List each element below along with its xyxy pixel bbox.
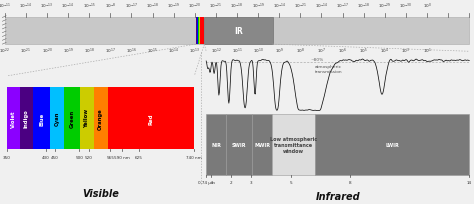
Text: $10^{-14}$: $10^{-14}$	[62, 2, 75, 11]
Text: Green: Green	[70, 109, 74, 127]
Text: atmospheric
transmission: atmospheric transmission	[315, 65, 343, 73]
Text: $10^{1}$: $10^{1}$	[423, 47, 431, 56]
Text: 1: 1	[210, 181, 213, 185]
Text: $10^{-21}$: $10^{-21}$	[294, 2, 307, 11]
Text: 430: 430	[42, 155, 49, 159]
Text: 520: 520	[85, 155, 92, 159]
Text: Violet: Violet	[11, 110, 16, 127]
Text: $10^{3}$: $10^{3}$	[401, 47, 410, 56]
Text: $10^{10}$: $10^{10}$	[253, 47, 264, 56]
Bar	[204, 18, 273, 45]
Text: $10^{-15}$: $10^{-15}$	[82, 2, 96, 11]
Text: $10^{20}$: $10^{20}$	[42, 47, 52, 56]
Bar	[7, 88, 20, 149]
Bar	[5, 18, 469, 45]
Text: Yellow: Yellow	[84, 109, 90, 128]
Text: 590 nm: 590 nm	[114, 155, 130, 159]
Text: $10^{-11}$: $10^{-11}$	[0, 2, 11, 11]
Bar	[20, 88, 33, 149]
Text: $10^{12}$: $10^{12}$	[210, 47, 221, 56]
Bar	[64, 88, 80, 149]
Text: 0.74 μm: 0.74 μm	[198, 181, 215, 185]
Text: 2: 2	[230, 181, 233, 185]
Text: $10^{17}$: $10^{17}$	[105, 47, 116, 56]
Bar	[252, 114, 273, 175]
Text: $10^{8}$: $10^{8}$	[296, 47, 305, 56]
Text: IR: IR	[234, 27, 243, 36]
Bar	[201, 18, 204, 45]
Bar	[197, 18, 198, 45]
Bar	[226, 114, 252, 175]
Text: $10^{-30}$: $10^{-30}$	[399, 2, 412, 11]
Bar	[199, 18, 200, 45]
Text: $10^{0}$: $10^{0}$	[422, 2, 431, 11]
Text: ~80%: ~80%	[310, 58, 324, 62]
Bar	[273, 114, 315, 175]
Text: $10^{4}$: $10^{4}$	[380, 47, 389, 56]
Text: 740 nm: 740 nm	[186, 155, 202, 159]
Text: $10^{-21}$: $10^{-21}$	[210, 2, 222, 11]
Text: $10^{18}$: $10^{18}$	[84, 47, 95, 56]
Text: $10^{-13}$: $10^{-13}$	[40, 2, 54, 11]
Text: $10^{22}$: $10^{22}$	[0, 47, 10, 56]
Bar	[206, 114, 226, 175]
Text: NIR: NIR	[211, 142, 221, 147]
Text: $10^{-14}$: $10^{-14}$	[19, 2, 33, 11]
Text: Red: Red	[148, 113, 154, 124]
Text: Cyan: Cyan	[55, 111, 60, 125]
Bar	[315, 114, 469, 175]
Text: MWIR: MWIR	[255, 142, 270, 147]
Text: $10^{14}$: $10^{14}$	[168, 47, 179, 56]
Text: Indigo: Indigo	[24, 109, 29, 128]
Text: 14: 14	[467, 181, 472, 185]
Text: 450: 450	[51, 155, 59, 159]
Text: $10^{-14}$: $10^{-14}$	[315, 2, 328, 11]
Text: $10^{-18}$: $10^{-18}$	[357, 2, 370, 11]
Text: 8: 8	[349, 181, 352, 185]
Text: $10^{-19}$: $10^{-19}$	[167, 2, 180, 11]
Text: $10^{-18}$: $10^{-18}$	[146, 2, 159, 11]
Text: $10^{-18}$: $10^{-18}$	[230, 2, 244, 11]
Bar	[94, 88, 108, 149]
Text: $10^{19}$: $10^{19}$	[63, 47, 73, 56]
Text: 500: 500	[75, 155, 83, 159]
Text: Low atmospheric
transmittance
window: Low atmospheric transmittance window	[270, 137, 317, 153]
Bar	[80, 88, 94, 149]
Text: $10^{7}$: $10^{7}$	[317, 47, 326, 56]
Text: $10^{21}$: $10^{21}$	[20, 47, 31, 56]
Text: $10^{9}$: $10^{9}$	[275, 47, 283, 56]
Text: 625: 625	[135, 155, 143, 159]
Text: $10^{-29}$: $10^{-29}$	[378, 2, 392, 11]
Text: SWIR: SWIR	[232, 142, 246, 147]
Text: $10^{15}$: $10^{15}$	[147, 47, 158, 56]
Text: Visible: Visible	[82, 188, 119, 198]
Text: Blue: Blue	[39, 112, 44, 125]
Text: $10^{-14}$: $10^{-14}$	[273, 2, 286, 11]
Text: $10^{13}$: $10^{13}$	[190, 47, 200, 56]
Text: $10^{-19}$: $10^{-19}$	[252, 2, 264, 11]
Text: $10^{-8}$: $10^{-8}$	[105, 2, 116, 11]
Text: $10^{-20}$: $10^{-20}$	[188, 2, 201, 11]
Text: $10^{16}$: $10^{16}$	[126, 47, 137, 56]
Bar	[33, 88, 50, 149]
Text: $10^{-17}$: $10^{-17}$	[336, 2, 349, 11]
Text: Infrared: Infrared	[315, 191, 360, 201]
Text: 350: 350	[3, 155, 11, 159]
Bar	[200, 18, 201, 45]
Text: LWIR: LWIR	[385, 142, 399, 147]
Text: $10^{11}$: $10^{11}$	[232, 47, 242, 56]
Bar	[198, 18, 199, 45]
Text: $10^{-17}$: $10^{-17}$	[125, 2, 138, 11]
Text: Orange: Orange	[98, 108, 103, 129]
Bar	[108, 88, 194, 149]
Text: $10^{6}$: $10^{6}$	[338, 47, 347, 56]
Text: 565: 565	[106, 155, 114, 159]
Text: 5: 5	[290, 181, 292, 185]
Bar	[50, 88, 64, 149]
Bar	[196, 18, 197, 45]
Text: $10^{5}$: $10^{5}$	[359, 47, 368, 56]
Text: 3: 3	[250, 181, 252, 185]
